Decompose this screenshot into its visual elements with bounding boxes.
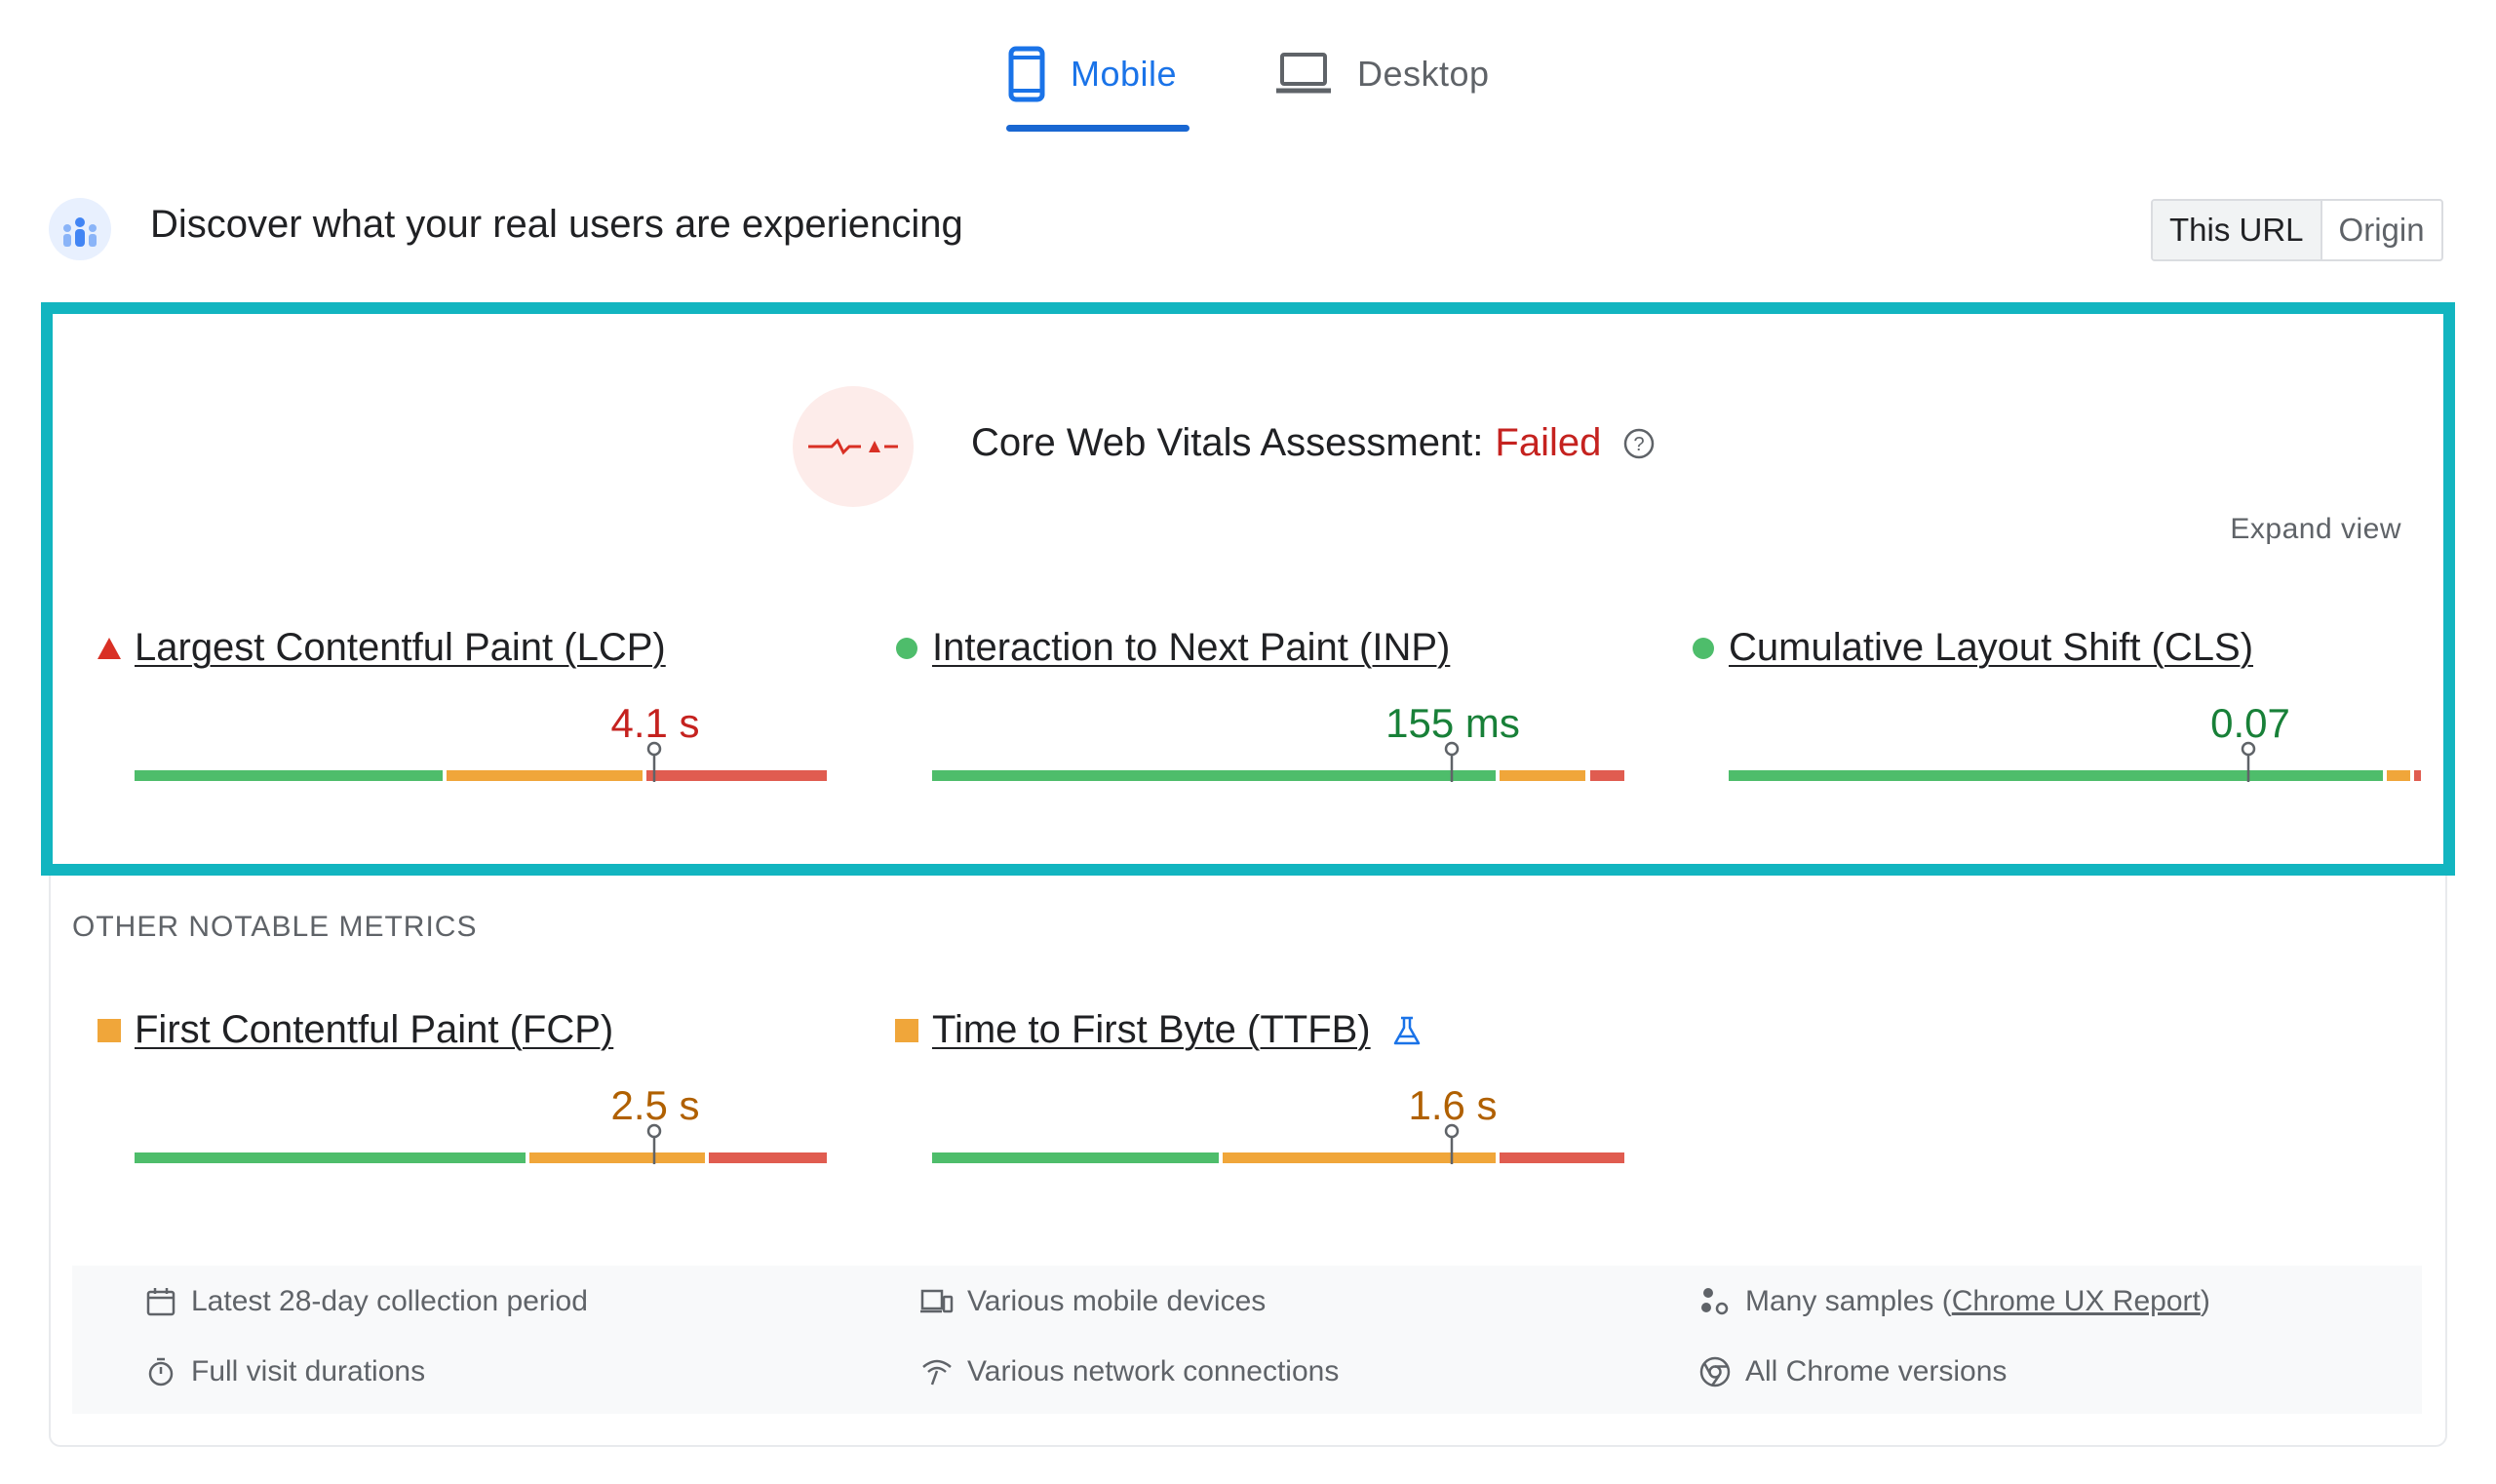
core-web-vitals-highlight	[41, 302, 2455, 876]
origin-button[interactable]: Origin	[2338, 212, 2425, 248]
metric-value: 2.5 s	[610, 1082, 700, 1128]
distribution-bar	[932, 1123, 1624, 1164]
percentile-marker-icon	[2239, 741, 2258, 784]
poor-segment	[2413, 770, 2421, 781]
metric-lcp: Largest Contentful Paint (LCP) 4.1 s	[96, 626, 827, 792]
tab-mobile[interactable]: Mobile	[1008, 37, 1177, 111]
chrome-icon	[1698, 1355, 1732, 1388]
needs-improvement-segment	[446, 770, 644, 781]
good-segment	[932, 1152, 1220, 1163]
metric-fcp: First Contentful Paint (FCP) 2.5 s	[96, 1008, 827, 1174]
distribution-bar	[135, 1123, 827, 1164]
footer-samples: Many samples (Chrome UX Report)	[1698, 1285, 2210, 1318]
failed-assessment-icon	[793, 386, 914, 507]
poor-segment	[646, 770, 827, 781]
flask-icon[interactable]	[1392, 1015, 1422, 1046]
help-icon[interactable]: ?	[1622, 427, 1656, 460]
poor-segment	[1589, 770, 1624, 781]
assessment-label: Core Web Vitals Assessment:	[971, 421, 1484, 464]
good-segment	[135, 770, 443, 781]
metric-name-link[interactable]: Interaction to Next Paint (INP)	[932, 626, 1451, 669]
poor-segment	[709, 1152, 827, 1163]
needs-improvement-segment	[2386, 770, 2410, 781]
active-tab-indicator	[1006, 125, 1190, 132]
assessment-status: Failed	[1495, 421, 1602, 464]
percentile-marker-icon	[1442, 741, 1462, 784]
samples-icon	[1698, 1285, 1732, 1318]
metric-value: 1.6 s	[1408, 1082, 1498, 1128]
this-url-button[interactable]: This URL	[2153, 201, 2322, 259]
metric-ttfb: Time to First Byte (TTFB) 1.6 s	[893, 1008, 1624, 1174]
calendar-icon	[144, 1285, 177, 1318]
stopwatch-icon	[144, 1355, 177, 1388]
good-rating-icon	[896, 637, 917, 659]
page-title: Discover what your real users are experi…	[150, 203, 963, 246]
metric-name-link[interactable]: Largest Contentful Paint (LCP)	[135, 626, 666, 669]
distribution-bar	[932, 741, 1624, 782]
assessment-title: Core Web Vitals Assessment: Failed ?	[971, 421, 1656, 465]
scope-toggle: This URL Origin	[2151, 199, 2443, 261]
devices-icon	[920, 1285, 954, 1318]
other-metrics-heading: OTHER NOTABLE METRICS	[72, 911, 478, 943]
tab-desktop[interactable]: Desktop	[1275, 37, 1490, 111]
good-segment	[1729, 770, 2383, 781]
smartphone-icon	[1008, 46, 1045, 102]
metric-value: 0.07	[2210, 700, 2290, 746]
metric-name-link[interactable]: First Contentful Paint (FCP)	[135, 1008, 614, 1051]
metric-inp: Interaction to Next Paint (INP) 155 ms	[893, 626, 1624, 792]
needs-improvement-segment	[1223, 1152, 1497, 1163]
footer-devices: Various mobile devices	[920, 1285, 1266, 1318]
metric-name-link[interactable]: Time to First Byte (TTFB)	[932, 1008, 1371, 1051]
chrome-ux-report-link[interactable]: Chrome UX Report	[1951, 1285, 2201, 1317]
field-data-card	[49, 866, 2447, 1447]
footer-period: Latest 28-day collection period	[144, 1285, 588, 1318]
footer-durations: Full visit durations	[144, 1355, 425, 1388]
poor-segment	[1500, 1152, 1624, 1163]
tab-desktop-label: Desktop	[1357, 54, 1490, 94]
network-signal-icon	[920, 1355, 954, 1388]
data-source-footer: Latest 28-day collection period Full vis…	[72, 1266, 2422, 1414]
percentile-marker-icon	[644, 741, 664, 784]
distribution-bar	[1729, 741, 2421, 782]
percentile-marker-icon	[1442, 1123, 1462, 1166]
needs-improvement-segment	[1500, 770, 1586, 781]
svg-text:?: ?	[1634, 434, 1645, 455]
footer-network: Various network connections	[920, 1355, 1339, 1388]
poor-rating-icon	[98, 637, 121, 659]
crux-users-icon	[49, 198, 111, 260]
percentile-marker-icon	[644, 1123, 664, 1166]
metric-value: 4.1 s	[610, 700, 700, 746]
expand-view-link[interactable]: Expand view	[2230, 513, 2401, 545]
distribution-bar	[135, 741, 827, 782]
tab-mobile-label: Mobile	[1071, 54, 1178, 94]
metric-value: 155 ms	[1385, 700, 1520, 746]
good-segment	[135, 1152, 526, 1163]
metric-cls: Cumulative Layout Shift (CLS) 0.07	[1690, 626, 2421, 792]
needs-improvement-segment	[528, 1152, 706, 1163]
needs-improvement-icon	[895, 1018, 918, 1042]
laptop-icon	[1275, 52, 1332, 97]
footer-versions: All Chrome versions	[1698, 1355, 2007, 1388]
metric-name-link[interactable]: Cumulative Layout Shift (CLS)	[1729, 626, 2254, 669]
good-segment	[932, 770, 1497, 781]
good-rating-icon	[1693, 637, 1714, 659]
needs-improvement-icon	[98, 1018, 121, 1042]
